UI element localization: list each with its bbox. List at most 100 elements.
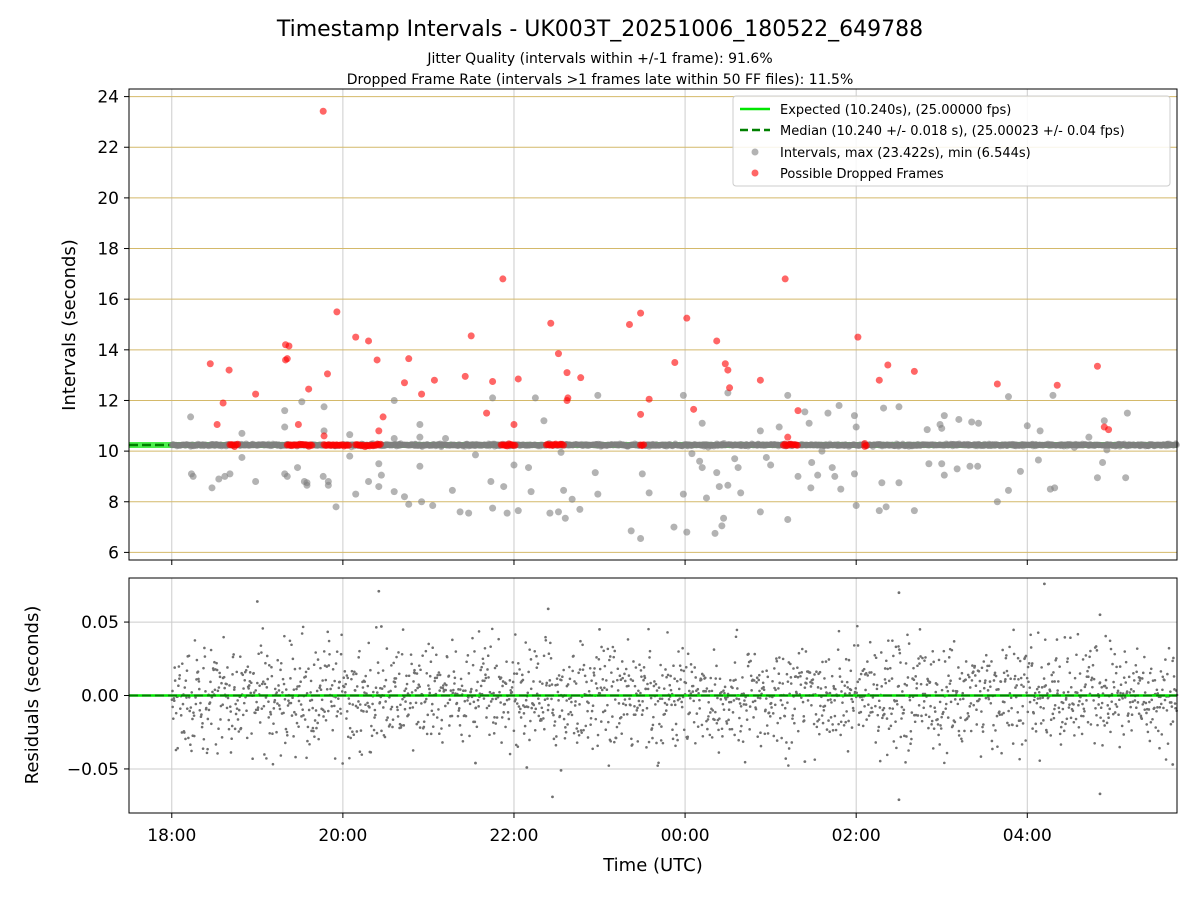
residual-point — [796, 666, 799, 669]
residual-point — [961, 691, 965, 695]
residual-point — [578, 703, 581, 706]
residual-point — [405, 682, 409, 686]
residual-point — [710, 736, 714, 739]
residual-point — [353, 689, 357, 692]
residual-point — [920, 719, 924, 723]
intervals-y-tick-label: 22 — [97, 138, 119, 158]
residual-point — [476, 698, 480, 702]
residual-point — [922, 706, 926, 710]
residual-point — [373, 716, 376, 719]
residual-point — [241, 673, 245, 677]
residual-point — [722, 708, 726, 711]
residual-point — [173, 666, 176, 669]
residual-outlier-point — [598, 628, 601, 631]
interval-point — [808, 459, 816, 467]
residual-point — [738, 702, 742, 705]
residual-point — [748, 705, 752, 708]
residual-point — [1074, 717, 1078, 721]
residual-point — [874, 704, 877, 708]
residual-point — [624, 667, 628, 671]
residual-point — [712, 648, 716, 651]
residual-point — [1018, 757, 1021, 761]
residual-point — [982, 660, 986, 663]
dropped-frame-point — [375, 427, 383, 435]
residual-point — [900, 717, 903, 720]
residual-point — [183, 686, 187, 689]
residual-point — [209, 680, 212, 684]
residual-point — [405, 674, 408, 678]
residual-point — [883, 678, 887, 681]
dropped-frame-point — [352, 333, 360, 341]
residual-point — [1040, 666, 1043, 669]
residual-point — [751, 700, 755, 704]
residual-point — [1108, 639, 1112, 643]
residual-point — [279, 661, 283, 665]
residual-point — [753, 699, 757, 703]
interval-point — [320, 427, 328, 435]
residual-point — [619, 715, 623, 719]
residual-point — [277, 689, 281, 692]
residual-point — [218, 671, 221, 675]
residual-point — [516, 662, 520, 665]
residual-point — [1174, 706, 1177, 710]
residual-point — [609, 739, 613, 743]
residual-point — [867, 714, 871, 717]
residual-point — [172, 697, 176, 700]
residual-point — [771, 679, 774, 683]
residual-point — [659, 739, 663, 742]
residual-point — [781, 657, 785, 661]
residual-point — [437, 708, 440, 711]
residual-point — [966, 712, 970, 715]
residual-point — [316, 721, 319, 725]
interval-point — [880, 404, 888, 412]
residual-point — [1012, 628, 1015, 632]
residual-point — [191, 717, 194, 721]
residual-point — [1148, 700, 1151, 704]
residual-point — [283, 634, 286, 638]
residual-point — [998, 713, 1002, 716]
residual-point — [771, 712, 775, 715]
residual-point — [393, 681, 397, 684]
residual-point — [638, 663, 641, 667]
residual-point — [773, 667, 776, 670]
residual-point — [231, 673, 234, 676]
interval-point — [503, 509, 511, 517]
residual-point — [830, 674, 834, 678]
residual-point — [427, 684, 430, 687]
residual-point — [247, 684, 251, 687]
residual-point — [927, 726, 930, 730]
residual-point — [335, 714, 339, 718]
residual-point — [858, 677, 861, 681]
residual-point — [1145, 711, 1148, 715]
interval-point — [835, 402, 843, 410]
residual-point — [508, 679, 512, 682]
interval-point — [818, 447, 826, 455]
residual-point — [717, 728, 720, 732]
residual-point — [674, 722, 678, 726]
residual-point — [277, 684, 280, 687]
residual-point — [455, 701, 459, 705]
legend-dropped-label: Possible Dropped Frames — [780, 167, 944, 182]
residual-point — [1137, 682, 1140, 685]
residual-point — [566, 683, 570, 686]
residual-point — [562, 717, 566, 721]
residual-point — [266, 677, 269, 681]
residual-point — [1151, 717, 1154, 721]
residual-point — [534, 707, 538, 711]
residual-point — [369, 750, 373, 754]
interval-point — [875, 507, 883, 515]
residual-point — [357, 656, 360, 659]
residual-point — [184, 679, 188, 682]
residual-point — [964, 678, 967, 682]
dropped-frame-point — [400, 379, 408, 387]
residual-point — [1066, 690, 1070, 694]
residual-point — [329, 700, 333, 703]
residual-point — [884, 681, 888, 685]
residual-point — [1013, 674, 1017, 678]
residual-point — [752, 679, 756, 682]
interval-point — [500, 483, 508, 491]
residual-point — [1068, 671, 1072, 675]
residual-point — [323, 710, 326, 713]
residual-point — [973, 664, 977, 668]
residual-point — [829, 698, 832, 701]
